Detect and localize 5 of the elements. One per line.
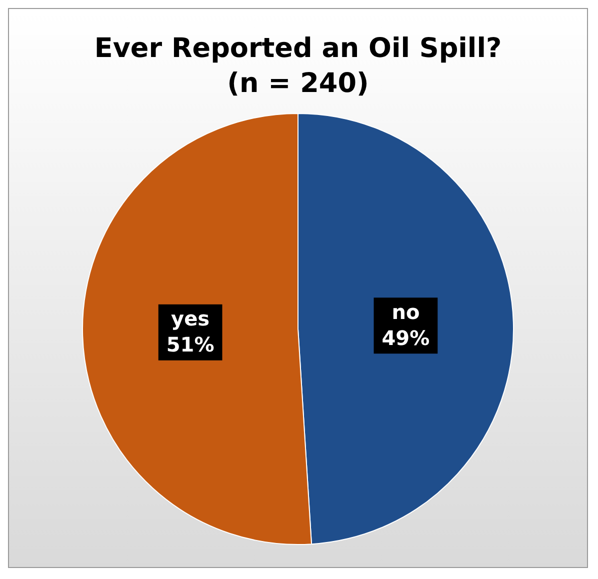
slice-label: no — [392, 300, 420, 324]
data-label: 51% — [166, 332, 214, 357]
chart-title: Ever Reported an Oil Spill? (n = 240) — [93, 32, 503, 102]
data-label: 49% — [382, 326, 430, 350]
slice-label: yes — [171, 306, 210, 331]
